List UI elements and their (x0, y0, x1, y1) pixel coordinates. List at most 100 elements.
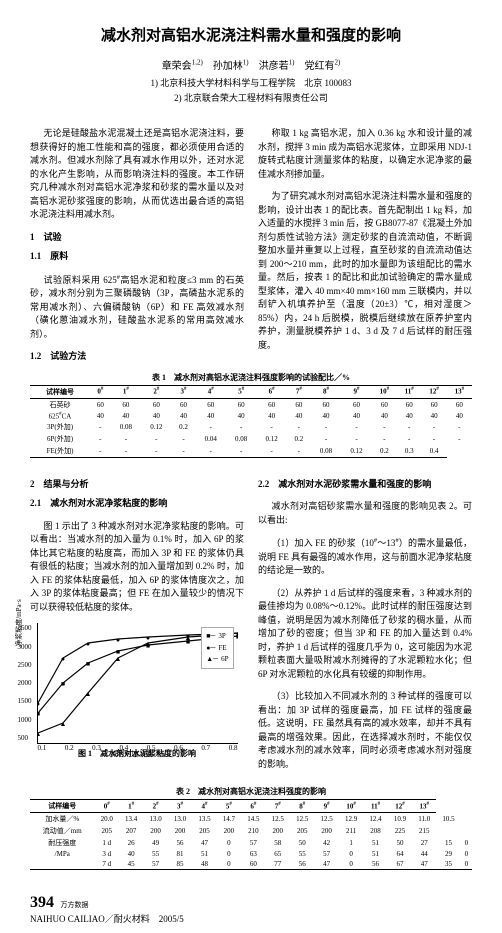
table-cell: 60 (141, 398, 171, 411)
chart-yticks: 500100015002000250030003500 (18, 623, 32, 743)
table-cell: 60 (341, 398, 371, 411)
table-cell: 40 (141, 411, 171, 421)
table-header-cell: 9# (314, 800, 338, 813)
table-cell: 49 (143, 837, 167, 849)
table-cell: - (447, 433, 472, 445)
table-cell: /MPa (30, 849, 95, 859)
table-cell: 流动值／mm (30, 825, 95, 837)
body-2-2c: （2）从养护 1 d 后试样的强度来看，3 种减水剂的最佳掺均为 0.08%～0… (258, 587, 472, 682)
table-cell: 210 (241, 825, 265, 837)
table-cell: 42 (314, 837, 338, 849)
page-number: 394 (30, 894, 54, 911)
table-cell: 50 (388, 837, 412, 849)
table-cell: 0.3 (397, 445, 422, 458)
table-header-cell: 7# (287, 385, 311, 398)
table-cell: - (226, 445, 256, 458)
table-cell: 0 (461, 849, 472, 859)
table-cell: 57 (314, 849, 338, 859)
table-header-cell: 0# (95, 800, 119, 813)
table-cell: 12.5 (314, 813, 338, 826)
table-header-cell: 13# (412, 800, 436, 813)
section-1-2: 1.2 试验方法 (30, 350, 244, 364)
table-header-cell: 12# (388, 800, 412, 813)
table-2: 表 2 减水剂对高铝水泥浇注料强度的影响 试样编号0#1#2#3#4#5#6#7… (30, 786, 472, 870)
table-cell: 47 (192, 837, 216, 849)
table-cell: 27 (412, 837, 436, 849)
table-header-cell: 3# (168, 800, 192, 813)
table-cell: 81 (168, 849, 192, 859)
svg-text:▲: ▲ (114, 655, 121, 663)
table-cell: 0 (217, 849, 241, 859)
table-header-cell: 10# (339, 800, 363, 813)
svg-text:▲: ▲ (38, 730, 41, 738)
table-cell: 60 (421, 398, 446, 411)
table-cell: 12.9 (339, 813, 363, 826)
table-header-cell: 1# (119, 800, 143, 813)
table-cell: 0.08 (111, 421, 141, 433)
svg-text:■: ■ (85, 660, 89, 668)
svg-text:●: ● (60, 655, 64, 663)
table-cell: 13.5 (192, 813, 216, 826)
table-header-cell: 13# (447, 385, 472, 398)
table-cell: 45 (119, 859, 143, 870)
table-cell: 40 (421, 411, 446, 421)
body-2-1: 图 1 示出了 3 种减水剂对水泥净浆粘度的影响。可以看出：当减水剂的加入量为 … (30, 520, 244, 615)
section-2-1: 2.1 减水剂对水泥净浆粘度的影响 (30, 497, 244, 511)
table-cell: 225 (388, 825, 412, 837)
table-cell: 加水量／% (30, 813, 95, 826)
table-cell: 65 (266, 849, 290, 859)
table-cell: - (195, 445, 225, 458)
table-cell: 0 (339, 859, 363, 870)
table-cell: 10.5 (436, 813, 460, 826)
table-cell: 0.12 (256, 433, 286, 445)
table-cell: - (226, 421, 256, 433)
intro-text-l: 无论是硅酸盐水泥混凝土还是高铝水泥浇注料，要想获得好的施工性能和高的强度，都必须… (30, 127, 244, 222)
table-cell: 60 (111, 398, 141, 411)
table-2-caption: 表 2 减水剂对高铝水泥浇注料强度的影响 (30, 786, 472, 797)
table-cell: 40 (111, 411, 141, 421)
table-header-cell: 8# (290, 800, 314, 813)
table-cell: - (341, 421, 371, 433)
left-column: 无论是硅酸盐水泥混凝土还是高铝水泥浇注料，要想获得好的施工性能和高的强度，都必须… (30, 118, 244, 366)
table-header-cell: 1# (111, 385, 141, 398)
table-header-cell: 2# (141, 385, 171, 398)
table-cell: 40 (287, 411, 311, 421)
table-cell: 60 (90, 398, 111, 411)
table-cell: 60 (397, 398, 422, 411)
table-cell: 55 (143, 849, 167, 859)
table-cell: 40 (226, 411, 256, 421)
table-cell: 14.7 (217, 813, 241, 826)
table-cell: 215 (412, 825, 436, 837)
table-cell: 20.0 (95, 813, 119, 826)
table-cell: 51 (363, 849, 387, 859)
table-cell: - (287, 421, 311, 433)
svg-text:■: ■ (60, 680, 64, 688)
table-cell: 40 (256, 411, 286, 421)
table-cell: 47 (412, 859, 436, 870)
table-cell: 7 d (95, 859, 119, 870)
table-cell: 40 (90, 411, 111, 421)
table-cell: 0.2 (172, 421, 196, 433)
table-header-cell: 8# (311, 385, 341, 398)
table-cell: 35 (436, 859, 460, 870)
table-cell: 56 (168, 837, 192, 849)
table-cell: 6P(外加) (30, 433, 90, 445)
section-2: 2 结果与分析 (30, 478, 244, 492)
table-cell: 1 (339, 837, 363, 849)
table-header-cell: 3# (172, 385, 196, 398)
table-cell: 0 (217, 837, 241, 849)
table-header-cell: 7# (266, 800, 290, 813)
svg-text:▲: ▲ (59, 720, 66, 728)
body-2-2a: 减水剂对高铝砂浆需水量和强度的影响见表 2。可以看出: (258, 500, 472, 527)
table-cell: - (256, 421, 286, 433)
table-cell: 63 (241, 849, 265, 859)
table-cell: 0 (461, 837, 472, 849)
table-cell: 40 (447, 411, 472, 421)
svg-text:●: ● (85, 640, 89, 648)
table-cell: 0.08 (311, 445, 341, 458)
table-header-cell: 11# (363, 800, 387, 813)
table-cell: 205 (192, 825, 216, 837)
table-cell: 60 (172, 398, 196, 411)
body-1-1: 试验原料采用 625#高铝水泥和粒度≤3 mm 的石英砂，减水剂分别为三聚磷酸钠… (30, 273, 244, 342)
table-cell: 40 (341, 411, 371, 421)
